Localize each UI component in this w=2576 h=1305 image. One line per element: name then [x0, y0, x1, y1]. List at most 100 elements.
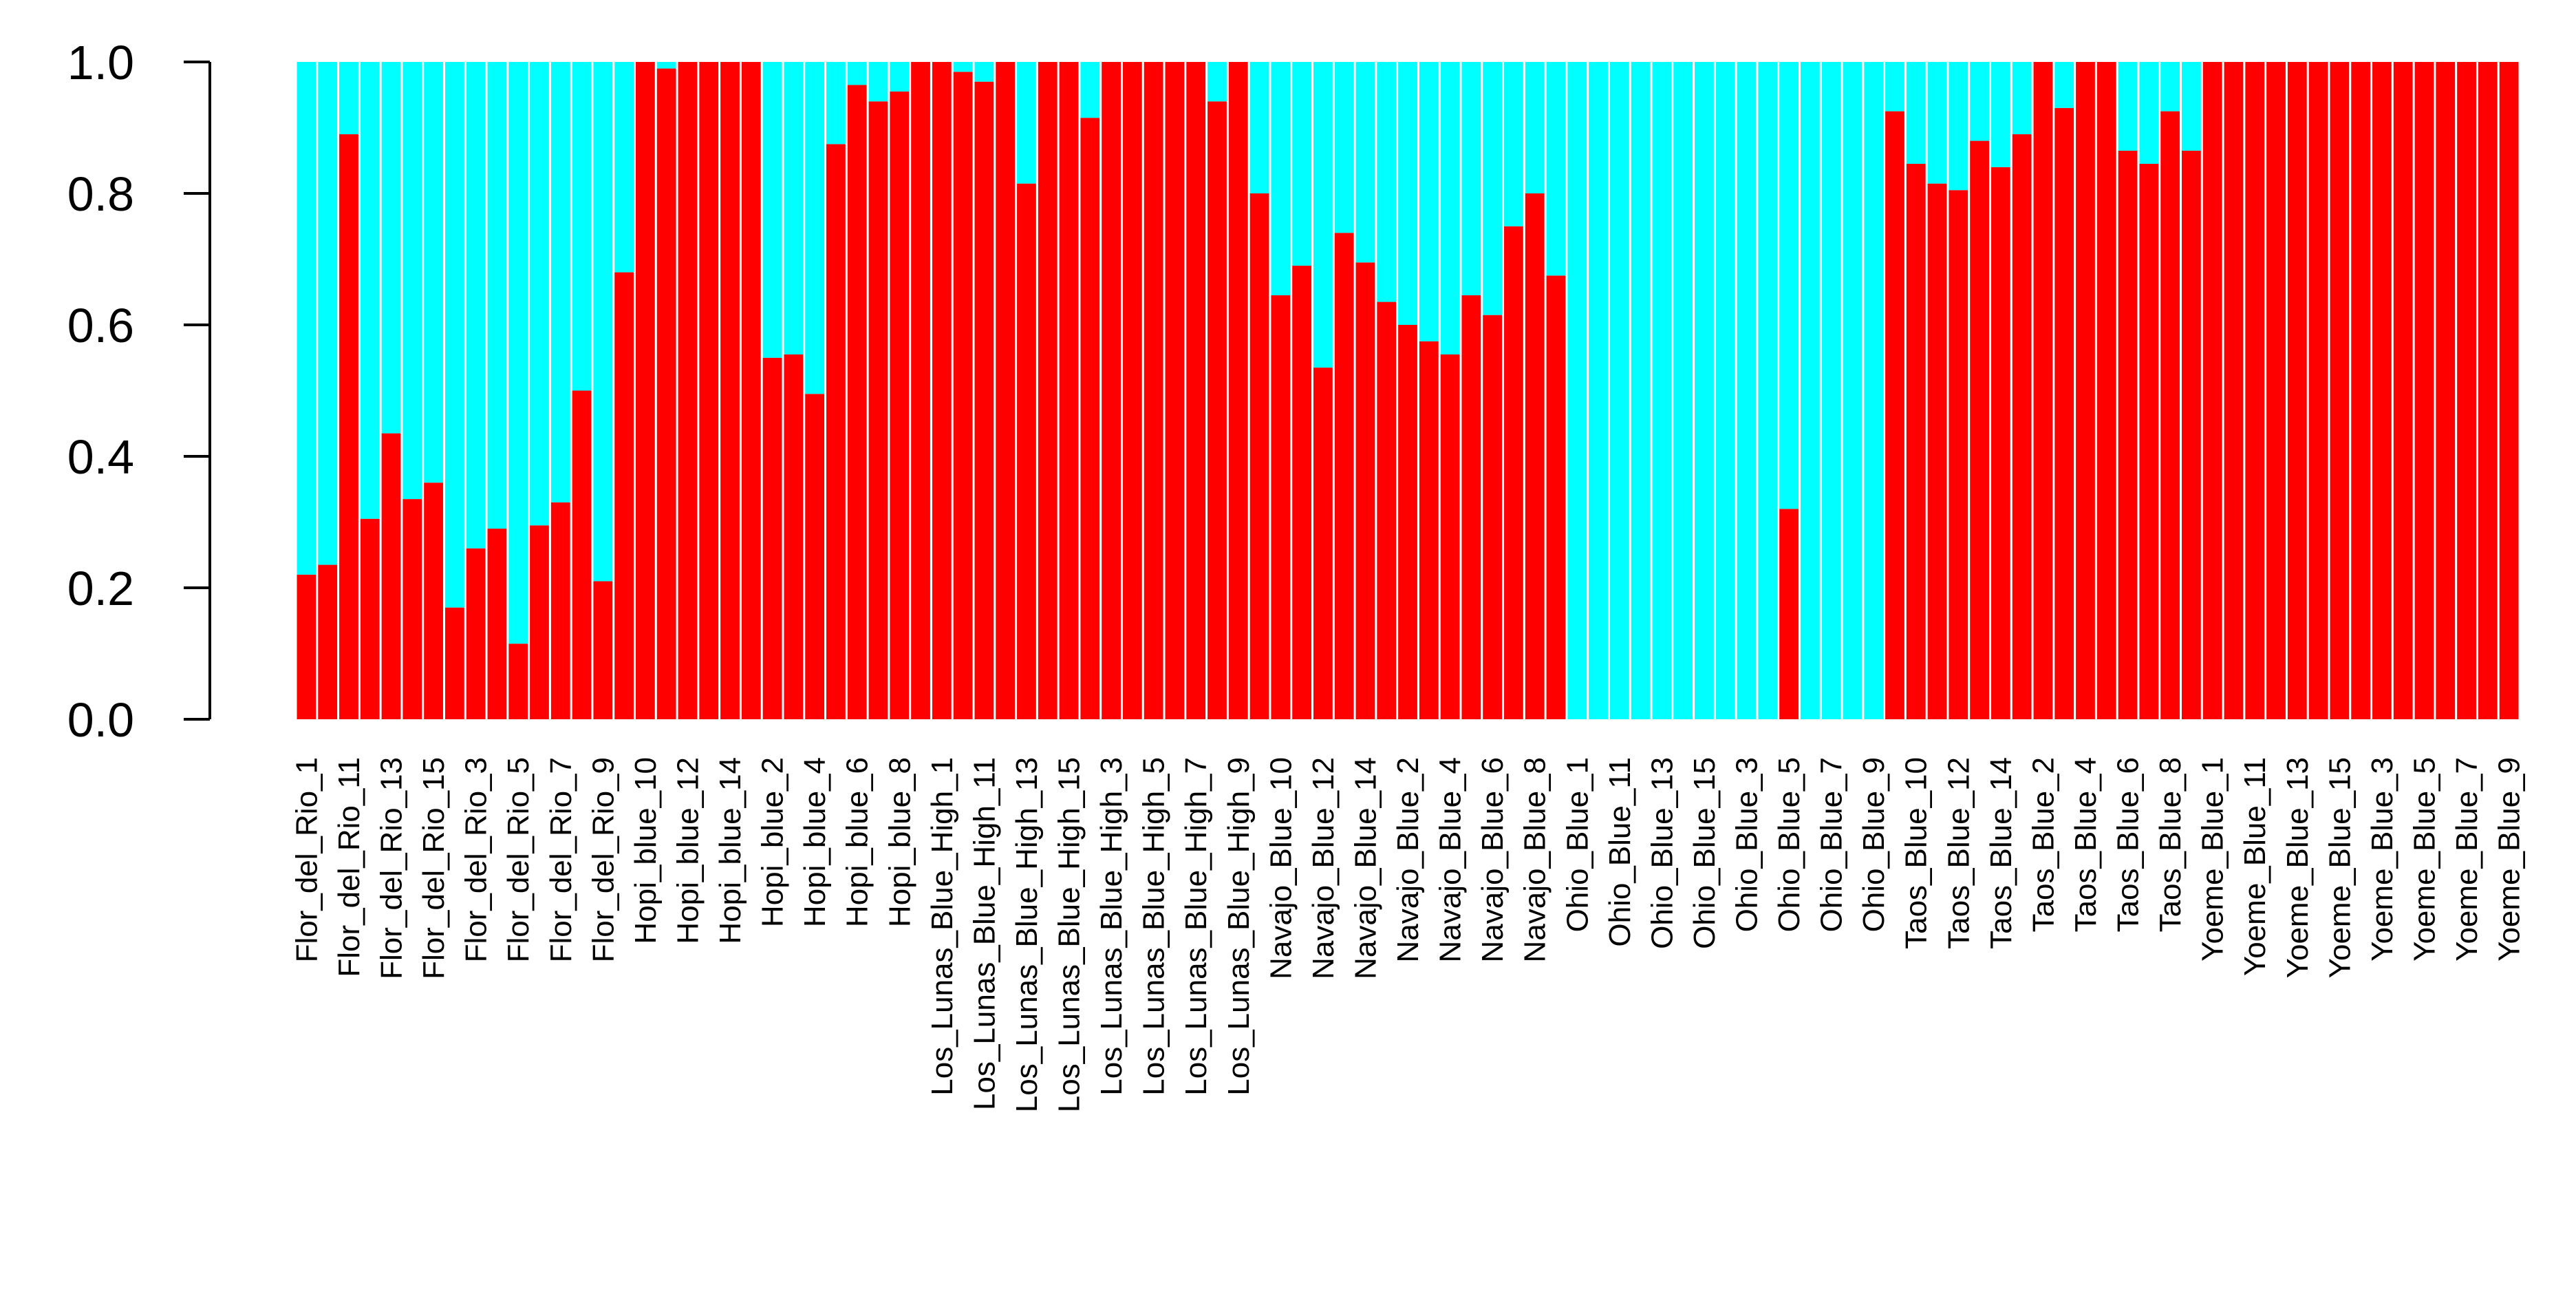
y-tick-label: 0.4 — [67, 430, 134, 484]
bar-segment — [1695, 62, 1714, 719]
bar-segment — [1440, 354, 1460, 719]
bar-segment — [572, 390, 592, 719]
bar-segment — [890, 91, 910, 720]
bar-segment — [1927, 183, 1947, 719]
x-tick-label: Flor_del_Rio_3 — [460, 757, 493, 962]
bar-segment — [1609, 62, 1629, 719]
x-tick-label: Flor_del_Rio_1 — [290, 757, 323, 962]
x-tick-label: Ohio_Blue_1 — [1560, 757, 1594, 932]
bar-segment — [593, 62, 613, 582]
bar-segment — [2478, 62, 2498, 719]
bar-segment — [1504, 226, 1523, 719]
bar-segment — [1208, 62, 1227, 102]
bar-segment — [974, 81, 994, 719]
x-tick-label: Yoeme_Blue_7 — [2450, 757, 2484, 962]
bar-segment — [1165, 62, 1185, 719]
x-tick-label: Ohio_Blue_5 — [1772, 757, 1806, 932]
y-axis: 0.0 0.2 0.4 0.6 0.8 1.0 — [67, 36, 211, 747]
bar-segment — [1398, 62, 1417, 325]
bar-segment — [1990, 167, 2010, 720]
bar-segment — [805, 62, 825, 394]
x-tick-label: Ohio_Blue_3 — [1730, 757, 1764, 932]
bar-segment — [360, 62, 380, 519]
bar-segment — [402, 499, 422, 719]
bar-segment — [1864, 62, 1884, 719]
bar-segment — [1461, 295, 1481, 719]
bar-segment — [466, 548, 486, 719]
bar-segment — [614, 62, 634, 273]
bar-segment — [1631, 62, 1651, 719]
bar-segment — [868, 62, 888, 102]
bar-segment — [1355, 262, 1375, 719]
bar-segment — [2182, 62, 2201, 151]
x-tick-label: Taos_Blue_8 — [2154, 757, 2187, 932]
x-tick-label: Taos_Blue_14 — [1984, 757, 2018, 949]
x-tick-label: Hopi_blue_8 — [883, 757, 916, 927]
bar-segment — [1334, 233, 1354, 719]
bar-segment — [784, 354, 804, 719]
bar-segment — [1059, 62, 1079, 719]
x-tick-label: Los_Lunas_Blue_High_11 — [967, 757, 1001, 1110]
bar-segment — [1122, 62, 1142, 719]
bar-segment — [1906, 62, 1926, 165]
bar-segment — [2202, 62, 2222, 719]
bar-segment — [318, 62, 338, 565]
x-tick-label: Los_Lunas_Blue_High_15 — [1053, 757, 1086, 1112]
bar-segment — [996, 62, 1016, 719]
bar-segment — [381, 433, 401, 719]
bar-segment — [381, 62, 401, 434]
x-tick-label: Flor_del_Rio_5 — [502, 757, 535, 962]
bar-segment — [2287, 62, 2307, 719]
bar-segment — [1970, 62, 1989, 141]
bar-segment — [2436, 62, 2456, 719]
bar-segment — [2076, 62, 2095, 719]
bar-segment — [2351, 62, 2371, 719]
bar-segment — [932, 62, 952, 719]
x-tick-label: Ohio_Blue_11 — [1603, 757, 1637, 947]
bar-segment — [1525, 193, 1545, 719]
bar-segment — [2118, 150, 2138, 720]
x-tick-label: Taos_Blue_12 — [1942, 757, 1975, 949]
bar-segment — [805, 394, 825, 719]
bar-segment — [1546, 62, 1566, 276]
bar-segment — [1673, 62, 1693, 719]
bar-segment — [1144, 62, 1163, 719]
bar-segment — [2393, 62, 2413, 719]
bar-segment — [1228, 62, 1248, 719]
bar-segment — [1906, 164, 1926, 719]
bar-segment — [911, 62, 930, 719]
x-tick-label: Yoeme_Blue_3 — [2365, 757, 2399, 962]
bar-segment — [1271, 62, 1291, 296]
x-tick-label: Hopi_blue_12 — [671, 757, 705, 944]
x-tick-label: Los_Lunas_Blue_High_13 — [1010, 757, 1044, 1112]
y-tick-label: 0.6 — [67, 299, 134, 352]
bar-segment — [636, 62, 655, 719]
bar-segment — [2182, 150, 2201, 720]
bar-segment — [1990, 62, 2010, 167]
bar-segment — [1292, 266, 1311, 719]
bar-segment — [868, 101, 888, 720]
bar-segment — [360, 518, 380, 719]
bar-segment — [508, 62, 528, 644]
bar-segment — [826, 62, 846, 145]
bar-segment — [1779, 509, 1799, 719]
bar-segment — [678, 62, 698, 719]
x-tick-label: Hopi_blue_4 — [798, 757, 832, 927]
bar-segment — [1186, 62, 1206, 719]
bar-segment — [424, 62, 443, 483]
bar-segment — [614, 272, 634, 720]
bar-segment — [2033, 62, 2053, 719]
bar-segment — [953, 72, 973, 719]
x-tick-label: Flor_del_Rio_15 — [417, 757, 451, 979]
bar-segment — [741, 62, 761, 719]
x-tick-label: Flor_del_Rio_7 — [544, 757, 578, 962]
bar-segment — [2372, 62, 2392, 719]
bar-segment — [444, 607, 464, 719]
bar-segment — [339, 134, 358, 720]
bar-segment — [1080, 118, 1100, 720]
x-tick-label: Navajo_Blue_12 — [1307, 757, 1340, 979]
bar-segment — [572, 62, 592, 391]
bar-segment — [2012, 134, 2032, 720]
bar-segment — [1970, 140, 1989, 720]
bar-segment — [1208, 101, 1227, 720]
